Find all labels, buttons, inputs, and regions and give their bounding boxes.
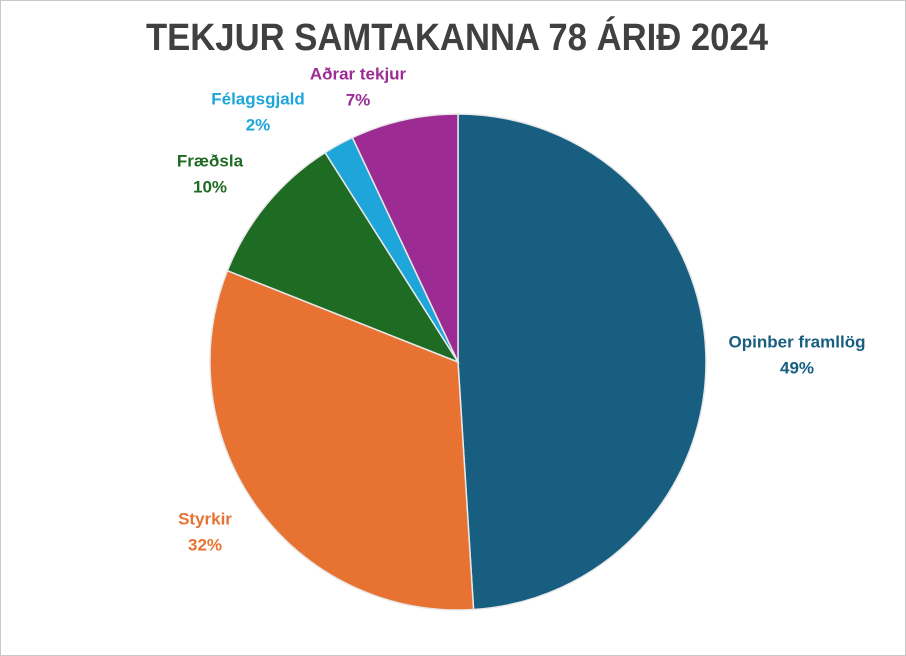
- slice-label: Opinber framllög: [729, 332, 866, 351]
- slice-value-label: 2%: [246, 115, 271, 134]
- slice-label: Styrkir: [178, 509, 232, 528]
- slice-value-label: 32%: [188, 535, 222, 554]
- slice-label: Aðrar tekjur: [310, 64, 407, 83]
- pie-slice: [457, 113, 707, 611]
- slice-value-label: 7%: [346, 90, 371, 109]
- slice-value-label: 49%: [780, 358, 814, 377]
- slice-value-label: 10%: [193, 177, 227, 196]
- slice-label: Fræðsla: [177, 151, 244, 170]
- slice-label: Félagsgjald: [211, 89, 305, 108]
- pie-slice: [351, 113, 459, 363]
- chart-title: TEKJUR SAMTAKANNA 78 ÁRIÐ 2024: [146, 15, 768, 59]
- pie-slice: [226, 151, 460, 364]
- pie-slice: [209, 269, 475, 611]
